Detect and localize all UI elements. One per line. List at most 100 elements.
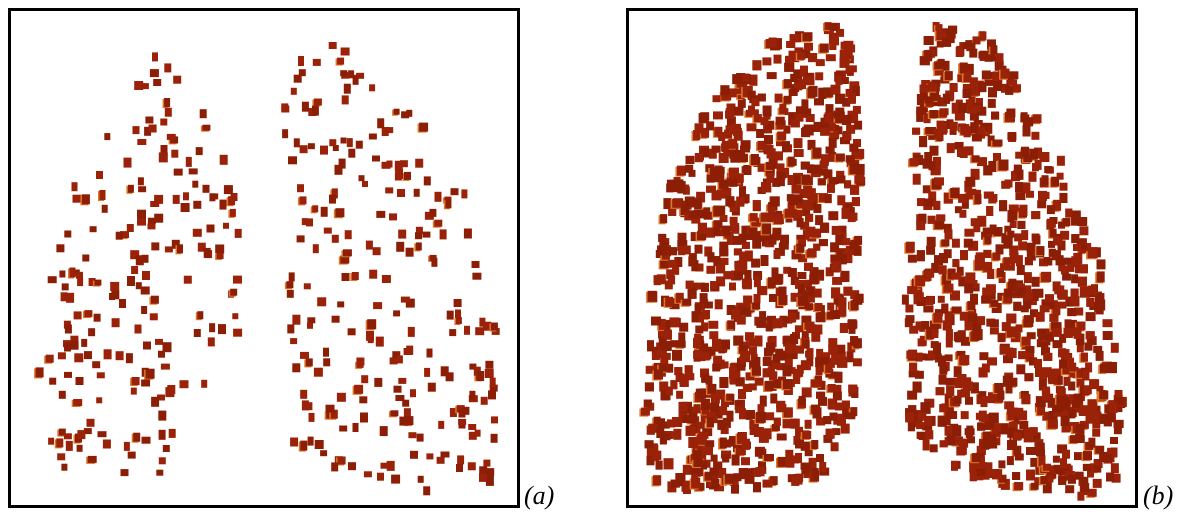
voxel [98, 431, 107, 437]
voxel [703, 447, 713, 455]
voxel [82, 194, 90, 204]
voxel [165, 246, 173, 252]
panel-b [639, 22, 1127, 501]
voxel [133, 433, 140, 442]
voxel [688, 437, 698, 448]
voxel [843, 41, 853, 49]
voxel [991, 112, 999, 120]
voxel [783, 379, 792, 389]
voxel [1048, 420, 1058, 429]
voxel [805, 214, 813, 222]
voxel [712, 339, 721, 350]
voxel [831, 287, 840, 298]
voxel [783, 365, 792, 376]
voxel [733, 336, 743, 346]
voxel [988, 161, 996, 172]
voxel [64, 231, 71, 238]
voxel [152, 52, 158, 61]
voxel [808, 296, 815, 303]
voxel [811, 379, 821, 387]
voxel [699, 113, 709, 123]
voxel [685, 365, 693, 375]
voxel [193, 229, 202, 237]
voxel [695, 326, 703, 334]
voxel [313, 59, 321, 66]
voxel [92, 361, 100, 368]
voxel [397, 355, 403, 363]
voxel [759, 311, 766, 320]
voxel [1001, 69, 1010, 79]
voxel [434, 220, 442, 227]
voxel [803, 32, 813, 41]
voxel [468, 462, 476, 470]
voxel [428, 383, 436, 392]
voxel [406, 248, 414, 257]
voxel [1024, 293, 1033, 300]
voxel [137, 210, 146, 219]
voxel [1078, 277, 1087, 287]
voxel [682, 299, 691, 306]
voxel [766, 173, 774, 183]
voxel [647, 426, 655, 435]
figure: (a) (b) [0, 0, 1192, 516]
voxel [930, 444, 938, 452]
voxel [986, 206, 993, 216]
voxel [184, 276, 192, 284]
voxel [1013, 433, 1021, 441]
voxel [820, 223, 829, 233]
voxel [940, 440, 948, 447]
voxel [1022, 337, 1031, 346]
voxel [918, 338, 926, 346]
voxel [924, 199, 934, 207]
voxel [723, 226, 731, 236]
voxel [826, 54, 836, 61]
voxel [1044, 166, 1052, 173]
voxel [989, 413, 999, 424]
voxel [290, 338, 297, 344]
voxel [97, 372, 105, 378]
voxel [697, 389, 704, 399]
voxel [672, 199, 681, 208]
voxel [959, 355, 969, 365]
voxel [816, 454, 824, 462]
voxel [165, 108, 172, 117]
voxel [849, 93, 856, 103]
voxel [1012, 84, 1021, 92]
voxel [730, 217, 738, 224]
voxel [1000, 346, 1009, 355]
voxel [326, 405, 335, 413]
voxel [936, 387, 945, 395]
voxel [924, 96, 933, 103]
voxel [48, 276, 57, 283]
voxel [1046, 220, 1054, 230]
voxel [751, 259, 760, 268]
voxel [707, 417, 714, 427]
voxel [941, 304, 948, 314]
voxel [853, 358, 862, 366]
voxel [725, 196, 734, 206]
voxel [772, 267, 779, 277]
voxel [472, 273, 481, 280]
voxel [645, 440, 654, 448]
voxel [833, 357, 840, 365]
voxel [652, 350, 660, 360]
voxel [970, 471, 977, 481]
voxel [752, 60, 761, 70]
voxel [799, 396, 806, 405]
voxel [964, 229, 974, 237]
voxel [829, 42, 836, 50]
voxel [775, 151, 783, 160]
voxel [958, 103, 967, 113]
voxel [701, 283, 709, 292]
voxel [438, 421, 444, 429]
voxel [1097, 271, 1105, 282]
voxel [291, 88, 297, 95]
voxel [1016, 408, 1023, 417]
voxel [58, 352, 66, 359]
voxel [840, 57, 850, 68]
voxel [1058, 476, 1066, 485]
voxel [137, 139, 146, 145]
voxel [133, 126, 140, 134]
voxel [87, 419, 95, 427]
voxel [203, 185, 210, 193]
